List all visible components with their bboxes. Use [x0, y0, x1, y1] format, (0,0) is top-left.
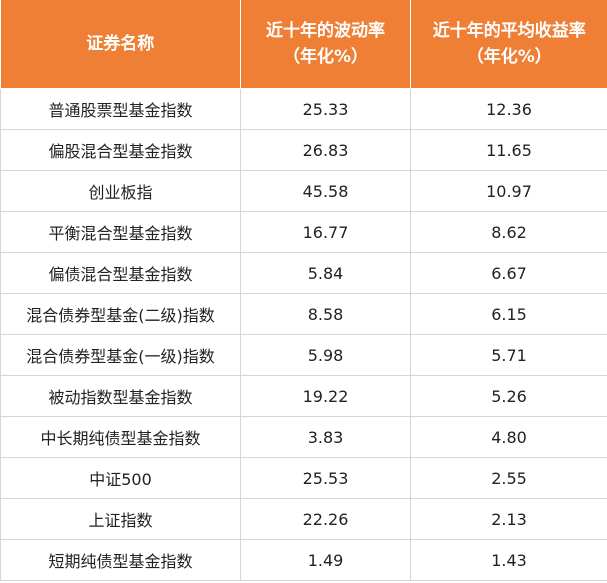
header-volatility-title: 近十年的波动率 — [266, 21, 385, 41]
cell-avg-return: 6.67 — [410, 252, 607, 294]
cell-volatility: 25.33 — [240, 88, 411, 130]
table-row: 混合债券型基金(二级)指数 8.58 6.15 — [0, 293, 607, 335]
header-avg-return: 近十年的平均收益率 （年化%） — [410, 0, 607, 89]
table-row: 被动指数型基金指数 19.22 5.26 — [0, 375, 607, 417]
cell-avg-return: 4.80 — [410, 416, 607, 458]
cell-security-name: 混合债券型基金(一级)指数 — [0, 334, 241, 376]
header-avg-return-title: 近十年的平均收益率 — [432, 21, 586, 41]
table-row: 普通股票型基金指数 25.33 12.36 — [0, 88, 607, 130]
table-row: 中长期纯债型基金指数 3.83 4.80 — [0, 416, 607, 458]
table-row: 短期纯债型基金指数 1.49 1.43 — [0, 539, 607, 581]
cell-security-name: 被动指数型基金指数 — [0, 375, 241, 417]
cell-volatility: 16.77 — [240, 211, 411, 253]
cell-avg-return: 5.26 — [410, 375, 607, 417]
cell-volatility: 22.26 — [240, 498, 411, 540]
cell-avg-return: 8.62 — [410, 211, 607, 253]
cell-avg-return: 11.65 — [410, 129, 607, 171]
header-row: 证券名称 近十年的波动率 （年化%） 近十年的平均收益率 （年化%） — [0, 0, 607, 89]
cell-security-name: 混合债券型基金(二级)指数 — [0, 293, 241, 335]
table-body: 普通股票型基金指数 25.33 12.36 偏股混合型基金指数 26.83 11… — [0, 88, 607, 581]
table-row: 中证500 25.53 2.55 — [0, 457, 607, 499]
cell-volatility: 5.84 — [240, 252, 411, 294]
header-security-name: 证券名称 — [0, 0, 241, 89]
cell-security-name: 平衡混合型基金指数 — [0, 211, 241, 253]
cell-volatility: 8.58 — [240, 293, 411, 335]
cell-security-name: 中长期纯债型基金指数 — [0, 416, 241, 458]
cell-volatility: 5.98 — [240, 334, 411, 376]
cell-avg-return: 6.15 — [410, 293, 607, 335]
table-header: 证券名称 近十年的波动率 （年化%） 近十年的平均收益率 （年化%） — [0, 0, 607, 89]
table-row: 创业板指 45.58 10.97 — [0, 170, 607, 212]
table-row: 偏债混合型基金指数 5.84 6.67 — [0, 252, 607, 294]
cell-avg-return: 12.36 — [410, 88, 607, 130]
cell-security-name: 短期纯债型基金指数 — [0, 539, 241, 581]
cell-avg-return: 10.97 — [410, 170, 607, 212]
cell-avg-return: 5.71 — [410, 334, 607, 376]
cell-security-name: 普通股票型基金指数 — [0, 88, 241, 130]
header-volatility-unit: （年化%） — [282, 47, 369, 67]
header-security-name-label: 证券名称 — [86, 34, 155, 54]
cell-security-name: 中证500 — [0, 457, 241, 499]
cell-security-name: 偏股混合型基金指数 — [0, 129, 241, 171]
table-row: 平衡混合型基金指数 16.77 8.62 — [0, 211, 607, 253]
table-row: 混合债券型基金(一级)指数 5.98 5.71 — [0, 334, 607, 376]
header-volatility: 近十年的波动率 （年化%） — [240, 0, 411, 89]
cell-avg-return: 1.43 — [410, 539, 607, 581]
cell-volatility: 1.49 — [240, 539, 411, 581]
cell-security-name: 偏债混合型基金指数 — [0, 252, 241, 294]
cell-volatility: 26.83 — [240, 129, 411, 171]
cell-security-name: 创业板指 — [0, 170, 241, 212]
cell-avg-return: 2.13 — [410, 498, 607, 540]
cell-security-name: 上证指数 — [0, 498, 241, 540]
table-row: 偏股混合型基金指数 26.83 11.65 — [0, 129, 607, 171]
cell-volatility: 45.58 — [240, 170, 411, 212]
table-row: 上证指数 22.26 2.13 — [0, 498, 607, 540]
cell-volatility: 3.83 — [240, 416, 411, 458]
cell-volatility: 19.22 — [240, 375, 411, 417]
header-avg-return-unit: （年化%） — [466, 47, 552, 67]
cell-avg-return: 2.55 — [410, 457, 607, 499]
cell-volatility: 25.53 — [240, 457, 411, 499]
